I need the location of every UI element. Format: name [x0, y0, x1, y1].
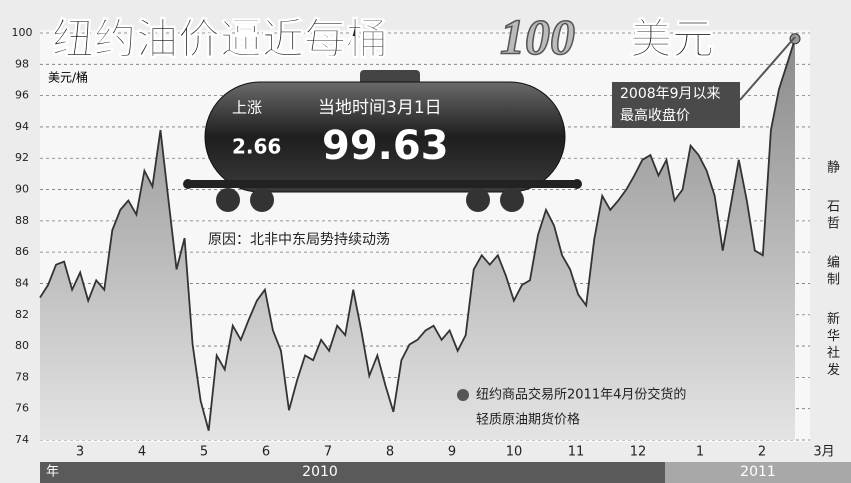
- y-tick-label: 74: [15, 433, 29, 446]
- rise-value: 2.66: [232, 135, 281, 159]
- x-tick-label: 3月: [813, 445, 834, 460]
- title: 纽约油价逼近每桶: [52, 15, 388, 64]
- x-tick-label: 3: [76, 445, 84, 460]
- y-tick-label: 94: [15, 120, 29, 133]
- y-tick-label: 82: [15, 308, 29, 321]
- y-tick-label: 88: [15, 214, 29, 227]
- line: [39, 38, 796, 431]
- x-tick-label: 10: [506, 445, 523, 460]
- legend-text: 纽约商品交易所2011年4月份交货的: [476, 387, 686, 403]
- date: 当地时间3月1日: [318, 98, 442, 118]
- y-tick-label: 96: [15, 89, 29, 102]
- x-tick-label: 6: [262, 445, 270, 460]
- year-bar: [665, 462, 851, 483]
- year-bar: [40, 462, 665, 483]
- year-label: 2010: [302, 464, 338, 480]
- rise-label: 上涨: [232, 99, 262, 117]
- y-tick-label: 78: [15, 370, 29, 383]
- reason: 原因：北非中东局势持续动荡: [208, 231, 390, 248]
- x-tick-label: 7: [324, 445, 332, 460]
- credit: 静 石哲 编制 新华社发: [824, 160, 839, 380]
- legend-text: 轻质原油期货价格: [476, 412, 580, 428]
- title-number: 100: [500, 8, 575, 64]
- x-tick-label: 1: [696, 445, 704, 460]
- price: 99.63: [322, 123, 449, 169]
- year-label: 2011: [740, 464, 776, 480]
- y-tick-label: 98: [15, 57, 29, 70]
- x-tick-label: 12: [630, 445, 647, 460]
- y-tick-label: 80: [15, 339, 29, 352]
- legend-marker: [457, 389, 469, 401]
- tanker: [183, 70, 582, 212]
- title-unit: 美元: [630, 15, 714, 64]
- callout-text: 最高收盘价: [620, 107, 690, 124]
- callout-line: [739, 36, 796, 101]
- x-tick-label: 8: [386, 445, 394, 460]
- y-tick-label: 84: [15, 276, 29, 289]
- area: [40, 38, 795, 440]
- y-tick-label: 92: [15, 151, 29, 164]
- y-tick-label: 86: [15, 245, 29, 258]
- y-tick-label: 100: [12, 26, 33, 39]
- x-tick-label: 11: [568, 445, 585, 460]
- x-tick-label: 4: [138, 445, 146, 460]
- x-tick-label: 5: [200, 445, 208, 460]
- y-tick-label: 90: [15, 183, 29, 196]
- y-unit: 美元/桶: [48, 70, 88, 85]
- y-tick-label: 76: [15, 402, 29, 415]
- callout-box: [612, 82, 740, 128]
- x-tick-label: 2: [758, 445, 766, 460]
- x-tick-label: 9: [448, 445, 456, 460]
- year-axis-label: 年: [46, 465, 59, 480]
- callout-text: 2008年9月以来: [620, 86, 721, 102]
